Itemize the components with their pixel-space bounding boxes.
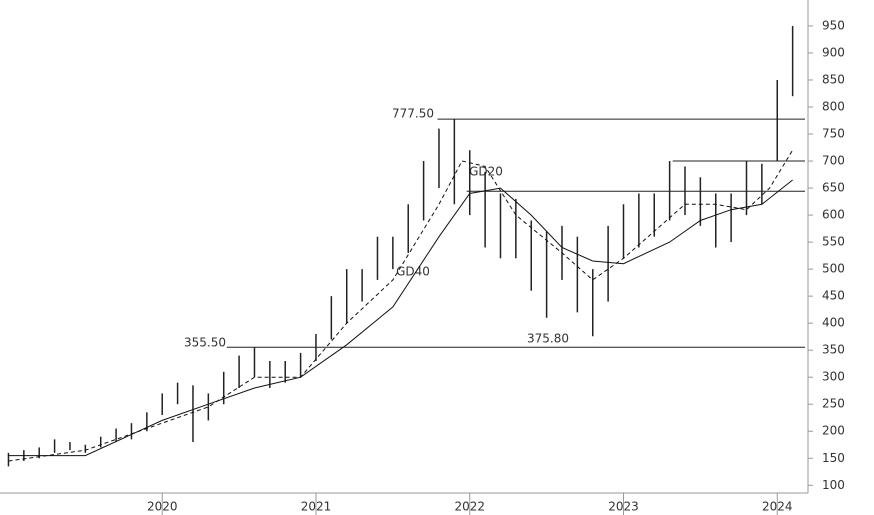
y-tick-label: 450 xyxy=(822,289,845,303)
y-tick-label: 700 xyxy=(822,154,845,168)
moving-average xyxy=(8,149,794,462)
y-tick-label: 200 xyxy=(822,424,845,438)
y-tick-label: 650 xyxy=(822,181,845,195)
y-tick-label: 750 xyxy=(822,127,845,141)
x-tick-label: 2021 xyxy=(301,500,332,514)
moving-average xyxy=(8,179,793,457)
y-tick-label: 250 xyxy=(822,397,845,411)
x-tick-label: 2024 xyxy=(762,500,793,514)
y-tick-label: 550 xyxy=(822,235,845,249)
annotation: 375.80 xyxy=(527,332,569,346)
y-tick-label: 500 xyxy=(822,262,845,276)
x-tick-label: 2022 xyxy=(454,500,485,514)
y-tick-label: 600 xyxy=(822,208,845,222)
annotation: GD20 xyxy=(469,165,503,179)
annotation: 777.50 xyxy=(392,107,434,121)
y-tick-label: 900 xyxy=(822,45,845,59)
y-tick-label: 150 xyxy=(822,451,845,465)
y-tick-label: 100 xyxy=(822,478,845,492)
annotation: 355.50 xyxy=(184,336,226,350)
y-tick-label: 850 xyxy=(822,72,845,86)
x-tick-label: 2023 xyxy=(608,500,639,514)
x-tick-label: 2020 xyxy=(147,500,178,514)
y-tick-label: 400 xyxy=(822,316,845,330)
y-tick-label: 950 xyxy=(822,18,845,32)
y-tick-label: 350 xyxy=(822,343,845,357)
annotation: GD40 xyxy=(396,265,430,279)
y-tick-label: 800 xyxy=(822,99,845,113)
y-tick-label: 300 xyxy=(822,370,845,384)
